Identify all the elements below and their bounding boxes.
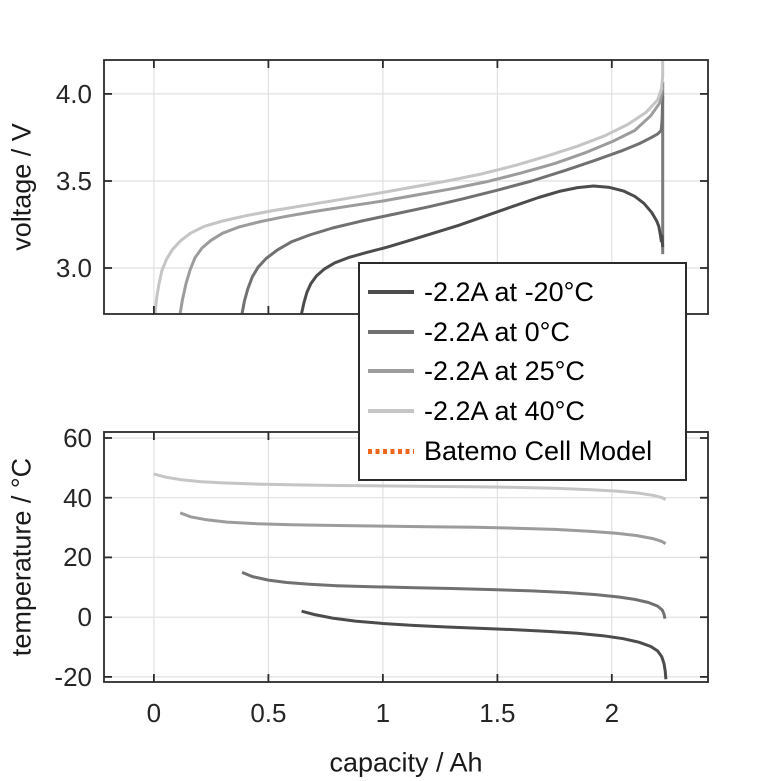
- x-tick-label: 2: [604, 698, 620, 728]
- series-v-p40: [153, 60, 665, 314]
- series-t-p40: [153, 472, 667, 501]
- legend-dotted-swatch-model: [368, 448, 414, 454]
- series-t-m20: [301, 609, 668, 680]
- y-tick-label: 3.0: [55, 253, 92, 284]
- series-v-p25: [178, 86, 665, 314]
- y-tick-label: 4.0: [55, 78, 92, 109]
- legend-label: -2.2A at 40°C: [424, 396, 585, 427]
- series-v-m20: [300, 184, 665, 314]
- series-v-p0: [240, 95, 665, 314]
- legend-label: Batemo Cell Model: [424, 436, 653, 467]
- legend-row: Batemo Cell Model: [368, 436, 681, 466]
- series-t-p25: [179, 511, 667, 545]
- legend-row: -2.2A at 40°C: [368, 396, 681, 426]
- x-tick-label: 1.5: [479, 698, 516, 728]
- legend-label: -2.2A at 25°C: [424, 356, 585, 387]
- capacity-axis-label: capacity / Ah: [329, 747, 483, 778]
- legend-box: -2.2A at -20°C -2.2A at 0°C -2.2A at 25°…: [358, 262, 687, 481]
- y-tick-label: 20: [63, 542, 92, 573]
- legend-line-swatch-p25: [368, 369, 414, 374]
- y-tick-label: 3.5: [55, 165, 92, 196]
- y-tick-label: 0: [77, 602, 92, 633]
- x-tick-label: 0: [146, 698, 162, 728]
- y-tick-label: 40: [63, 482, 92, 513]
- y-tick-label: -20: [54, 661, 92, 692]
- legend-line-swatch-p0: [368, 329, 414, 334]
- legend-row: -2.2A at 0°C: [368, 317, 681, 347]
- series-t-p0: [241, 571, 667, 620]
- legend-row: -2.2A at -20°C: [368, 277, 681, 307]
- x-tick-label: 0.5: [250, 698, 287, 728]
- y-tick-label: 60: [63, 422, 92, 453]
- legend-row: -2.2A at 25°C: [368, 356, 681, 386]
- x-tick-label: 1: [375, 698, 391, 728]
- legend-label: -2.2A at 0°C: [424, 316, 570, 347]
- legend-line-swatch-p40: [368, 409, 414, 414]
- legend-label: -2.2A at -20°C: [424, 276, 594, 307]
- legend-line-swatch-m20: [368, 289, 414, 294]
